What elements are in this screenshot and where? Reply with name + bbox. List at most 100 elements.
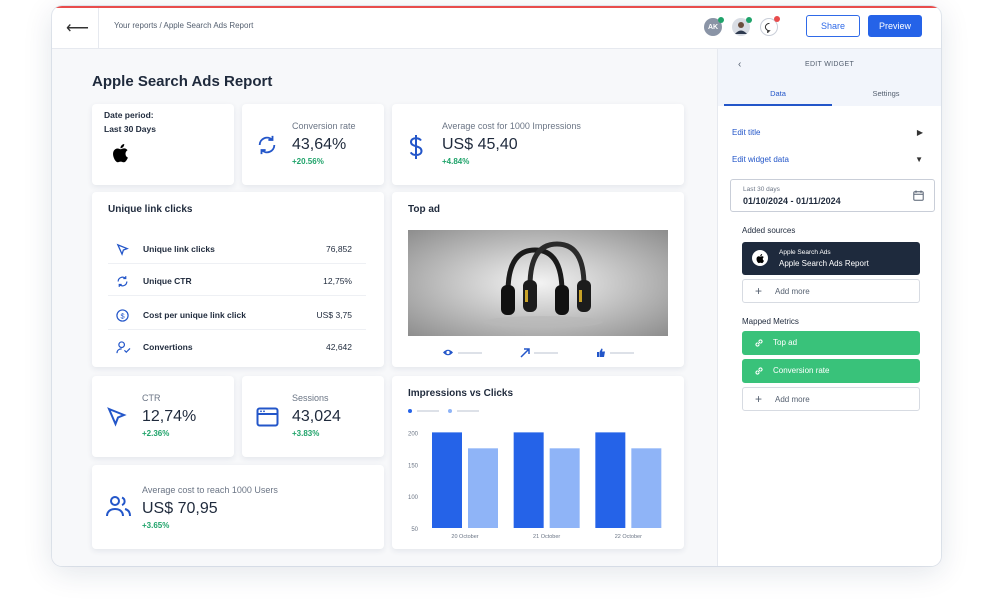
row-label: Cost per unique link click — [143, 310, 246, 320]
legend-swatch — [448, 409, 452, 413]
user-check-icon — [116, 341, 131, 354]
sessions-delta: +3.83% — [292, 429, 319, 438]
y-tick-label: 150 — [408, 463, 419, 469]
x-tick-label: 21 October — [533, 534, 560, 540]
page-title: Apple Search Ads Report — [92, 73, 272, 90]
calendar-icon — [913, 190, 924, 201]
conversion-rate-card[interactable]: Conversion rate 43,64% +20.56% — [242, 104, 384, 185]
chart-title: Impressions vs Clicks — [408, 388, 513, 399]
source-item[interactable]: Apple Search Ads Apple Search Ads Report — [742, 242, 920, 275]
mapped-metric-item[interactable]: Top ad — [742, 331, 920, 355]
legend-swatch — [408, 409, 412, 413]
refresh-icon — [116, 275, 129, 288]
y-tick-label: 50 — [411, 527, 418, 533]
bar — [550, 448, 580, 528]
row-value: 76,852 — [326, 244, 352, 254]
online-status-dot — [718, 17, 724, 23]
bar — [432, 432, 462, 528]
list-item: Unique CTR 12,75% — [108, 266, 366, 296]
online-status-dot-2 — [746, 17, 752, 23]
chat-bubble-icon — [764, 22, 775, 33]
source-type: Apple Search Ads — [779, 249, 831, 256]
add-metric-button[interactable]: + Add more — [742, 387, 920, 411]
send-arrow-icon — [520, 348, 530, 358]
users-icon — [106, 495, 132, 517]
top-ad-card[interactable]: Top ad — [392, 192, 684, 367]
row-value: 42,642 — [326, 342, 352, 352]
x-tick-label: 20 October — [451, 534, 478, 540]
bar — [631, 448, 661, 528]
add-more-label: Add more — [775, 287, 810, 296]
date-period-label: Date period: — [104, 110, 154, 120]
avg-cost-impressions-value: US$ 45,40 — [442, 136, 518, 154]
ad-stats-bar — [442, 348, 672, 358]
avatar-initials: AK — [708, 24, 718, 31]
x-tick-label: 22 October — [615, 534, 642, 540]
top-ad-title: Top ad — [408, 204, 440, 215]
bar — [468, 448, 498, 528]
tab-settings[interactable]: Settings — [832, 87, 940, 106]
bar — [514, 432, 544, 528]
preview-button[interactable]: Preview — [868, 15, 922, 37]
row-label: Unique CTR — [143, 276, 192, 286]
ctr-delta: +2.36% — [142, 429, 169, 438]
edit-widget-panel: ‹ EDIT WIDGET Data Settings Edit title ▶… — [717, 49, 941, 566]
avg-cost-impressions-label: Average cost for 1000 Impressions — [442, 121, 581, 131]
breadcrumb[interactable]: Your reports / Apple Search Ads Report — [114, 21, 253, 30]
add-source-button[interactable]: + Add more — [742, 279, 920, 303]
metric-label: Top ad — [773, 338, 797, 347]
back-arrow-icon[interactable]: ⟵ — [66, 18, 89, 38]
link-icon — [754, 338, 764, 348]
avg-cost-users-card[interactable]: Average cost to reach 1000 Users US$ 70,… — [92, 465, 384, 549]
date-range-preset: Last 30 days — [743, 186, 780, 193]
added-sources-label: Added sources — [742, 226, 795, 235]
sessions-card[interactable]: Sessions 43,024 +3.83% — [242, 376, 384, 457]
caret-down-icon[interactable]: ▼ — [915, 155, 923, 164]
mapped-metric-item[interactable]: Conversion rate — [742, 359, 920, 383]
avg-cost-users-value: US$ 70,95 — [142, 500, 218, 518]
bar — [595, 432, 625, 528]
avg-cost-users-label: Average cost to reach 1000 Users — [142, 485, 278, 495]
unique-link-clicks-card[interactable]: Unique link clicks Unique link clicks 76… — [92, 192, 384, 367]
y-tick-label: 200 — [408, 431, 419, 437]
avg-cost-impressions-card[interactable]: Average cost for 1000 Impressions US$ 45… — [392, 104, 684, 185]
cursor-icon — [116, 243, 129, 256]
apple-logo-icon — [752, 250, 768, 266]
source-name: Apple Search Ads Report — [779, 259, 869, 268]
ad-image — [408, 230, 668, 336]
conversion-rate-value: 43,64% — [292, 136, 346, 154]
tab-data[interactable]: Data — [724, 87, 832, 106]
share-button[interactable]: Share — [806, 15, 860, 37]
bar-chart: 50 100 150 200 20 October 21 October 22 Octobe… — [392, 404, 684, 549]
edit-title-link[interactable]: Edit title — [732, 128, 760, 137]
add-more-label: Add more — [775, 395, 810, 404]
plus-icon: + — [755, 392, 762, 406]
ctr-card[interactable]: CTR 12,74% +2.36% — [92, 376, 234, 457]
impressions-vs-clicks-card[interactable]: Impressions vs Clicks 50 100 150 200 20 Octo… — [392, 376, 684, 549]
divider — [98, 8, 99, 49]
ctr-label: CTR — [142, 393, 161, 403]
metric-label: Conversion rate — [773, 366, 829, 375]
report-canvas: Apple Search Ads Report Date period: Las… — [52, 49, 717, 566]
legend-line — [417, 410, 439, 412]
row-value: 12,75% — [323, 276, 352, 286]
date-range-value: 01/10/2024 - 01/11/2024 — [743, 196, 841, 206]
conversion-rate-label: Conversion rate — [292, 121, 356, 131]
refresh-icon — [256, 134, 278, 156]
y-tick-label: 100 — [408, 495, 419, 501]
sessions-label: Sessions — [292, 393, 329, 403]
list-item: $ Cost per unique link click US$ 3,75 — [108, 300, 366, 330]
unique-link-clicks-title: Unique link clicks — [108, 204, 192, 215]
panel-header: ‹ EDIT WIDGET Data Settings — [718, 49, 941, 106]
conversion-rate-delta: +20.56% — [292, 157, 324, 166]
list-item: Convertions 42,642 — [108, 332, 366, 362]
cursor-icon — [106, 406, 128, 428]
app-window: ⟵ Your reports / Apple Search Ads Report… — [52, 6, 941, 566]
eye-icon — [442, 348, 454, 357]
caret-right-icon[interactable]: ▶ — [917, 128, 923, 137]
date-range-picker[interactable]: Last 30 days 01/10/2024 - 01/11/2024 — [730, 179, 935, 212]
edit-widget-data-link[interactable]: Edit widget data — [732, 155, 789, 164]
plus-icon: + — [755, 284, 762, 298]
date-period-card[interactable]: Date period: Last 30 Days — [92, 104, 234, 185]
row-label: Convertions — [143, 342, 193, 352]
